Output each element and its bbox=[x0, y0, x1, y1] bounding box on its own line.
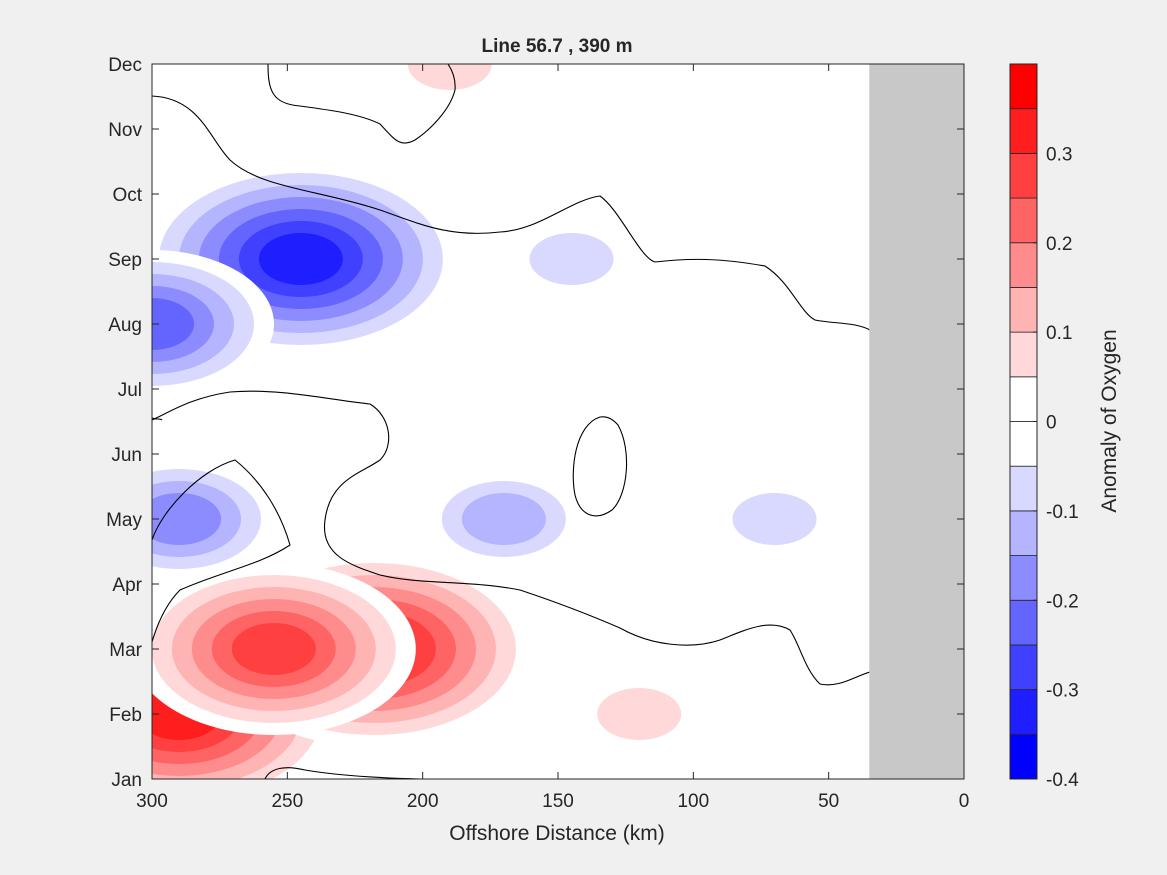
colorbar-swatch bbox=[1009, 108, 1038, 154]
contour-fill bbox=[152, 298, 194, 350]
zero-contour bbox=[267, 64, 456, 144]
colorbar-tick-label: 0.2 bbox=[1046, 234, 1072, 255]
y-tick-label: Dec bbox=[108, 55, 142, 76]
x-tick-label: 250 bbox=[271, 791, 303, 812]
y-tick-label: Oct bbox=[112, 185, 142, 206]
contour-fill bbox=[231, 623, 316, 675]
y-tick-label: May bbox=[106, 510, 142, 531]
colorbar-swatch bbox=[1009, 152, 1038, 199]
colorbar-swatch bbox=[1009, 599, 1038, 646]
contour-fill bbox=[529, 233, 614, 285]
zero-contour bbox=[152, 417, 163, 421]
colorbar-tick-label: -0.1 bbox=[1046, 502, 1079, 523]
colorbar-swatch bbox=[1009, 465, 1038, 512]
contour-fill bbox=[152, 493, 222, 545]
chart-title: Line 56.7 , 390 m bbox=[481, 36, 632, 57]
colorbar-swatch bbox=[1009, 287, 1038, 333]
contour-fill bbox=[597, 688, 682, 740]
x-axis: 300 250 200 150 100 50 0 bbox=[136, 64, 969, 812]
zero-contour bbox=[152, 95, 870, 331]
colorbar-tick-label: -0.3 bbox=[1046, 681, 1079, 702]
y-tick-label: Jun bbox=[111, 445, 142, 466]
colorbar-swatch bbox=[1009, 197, 1038, 244]
colorbar-swatch bbox=[1009, 733, 1038, 780]
colorbar-tick-label: -0.4 bbox=[1046, 770, 1079, 791]
x-axis-label: Offshore Distance (km) bbox=[449, 822, 665, 845]
y-tick-label: Nov bbox=[108, 120, 142, 141]
colorbar-swatch bbox=[1009, 331, 1038, 378]
x-tick-label: 150 bbox=[542, 791, 574, 812]
y-tick-label: Apr bbox=[112, 575, 142, 596]
colorbar: -0.4 -0.3 -0.2 -0.1 0 0.1 0.2 0.3 bbox=[1009, 63, 1079, 791]
contour-plot: 300 250 200 150 100 50 0 Jan Feb Mar Apr May Jun Jul… bbox=[106, 55, 969, 812]
colorbar-swatch bbox=[1009, 376, 1038, 422]
colorbar-swatch bbox=[1009, 555, 1038, 601]
y-axis: Jan Feb Mar Apr May Jun Jul Aug Sep Oct Nov Dec bbox=[106, 55, 964, 791]
zero-contour bbox=[264, 767, 421, 779]
x-tick-label: 50 bbox=[818, 791, 839, 812]
colorbar-swatch bbox=[1009, 510, 1038, 556]
y-tick-label: Aug bbox=[108, 315, 142, 336]
colorbar-swatch bbox=[1009, 689, 1038, 735]
y-tick-label: Mar bbox=[109, 640, 142, 661]
colorbar-swatch bbox=[1009, 644, 1038, 691]
no-data-region bbox=[869, 64, 964, 779]
contour-fill bbox=[732, 493, 817, 545]
colorbar-swatch bbox=[1009, 63, 1038, 110]
contour-fills bbox=[152, 64, 837, 779]
zero-contour bbox=[572, 416, 628, 517]
colorbar-tick-label: -0.2 bbox=[1046, 591, 1079, 612]
x-tick-label: 300 bbox=[136, 791, 168, 812]
zero-contours bbox=[152, 64, 870, 779]
y-tick-label: Feb bbox=[109, 705, 142, 726]
contour-fill bbox=[407, 64, 492, 90]
zero-contour bbox=[152, 390, 870, 686]
colorbar-tick-label: 0 bbox=[1046, 413, 1057, 434]
y-tick-label: Jan bbox=[111, 770, 142, 791]
x-tick-label: 200 bbox=[407, 791, 439, 812]
colorbar-label: Anomaly of Oxygen bbox=[1098, 329, 1121, 512]
y-tick-label: Jul bbox=[118, 380, 142, 401]
contour-fill bbox=[258, 233, 343, 285]
colorbar-swatch bbox=[1009, 242, 1038, 288]
colorbar-tick-label: 0.1 bbox=[1046, 323, 1072, 344]
y-tick-label: Sep bbox=[108, 250, 142, 271]
x-tick-label: 100 bbox=[677, 791, 709, 812]
colorbar-swatch bbox=[1009, 421, 1038, 467]
contour-fill bbox=[461, 493, 546, 545]
zero-contour bbox=[152, 459, 291, 643]
x-tick-label: 0 bbox=[959, 791, 970, 812]
colorbar-tick-label: 0.3 bbox=[1046, 144, 1072, 165]
